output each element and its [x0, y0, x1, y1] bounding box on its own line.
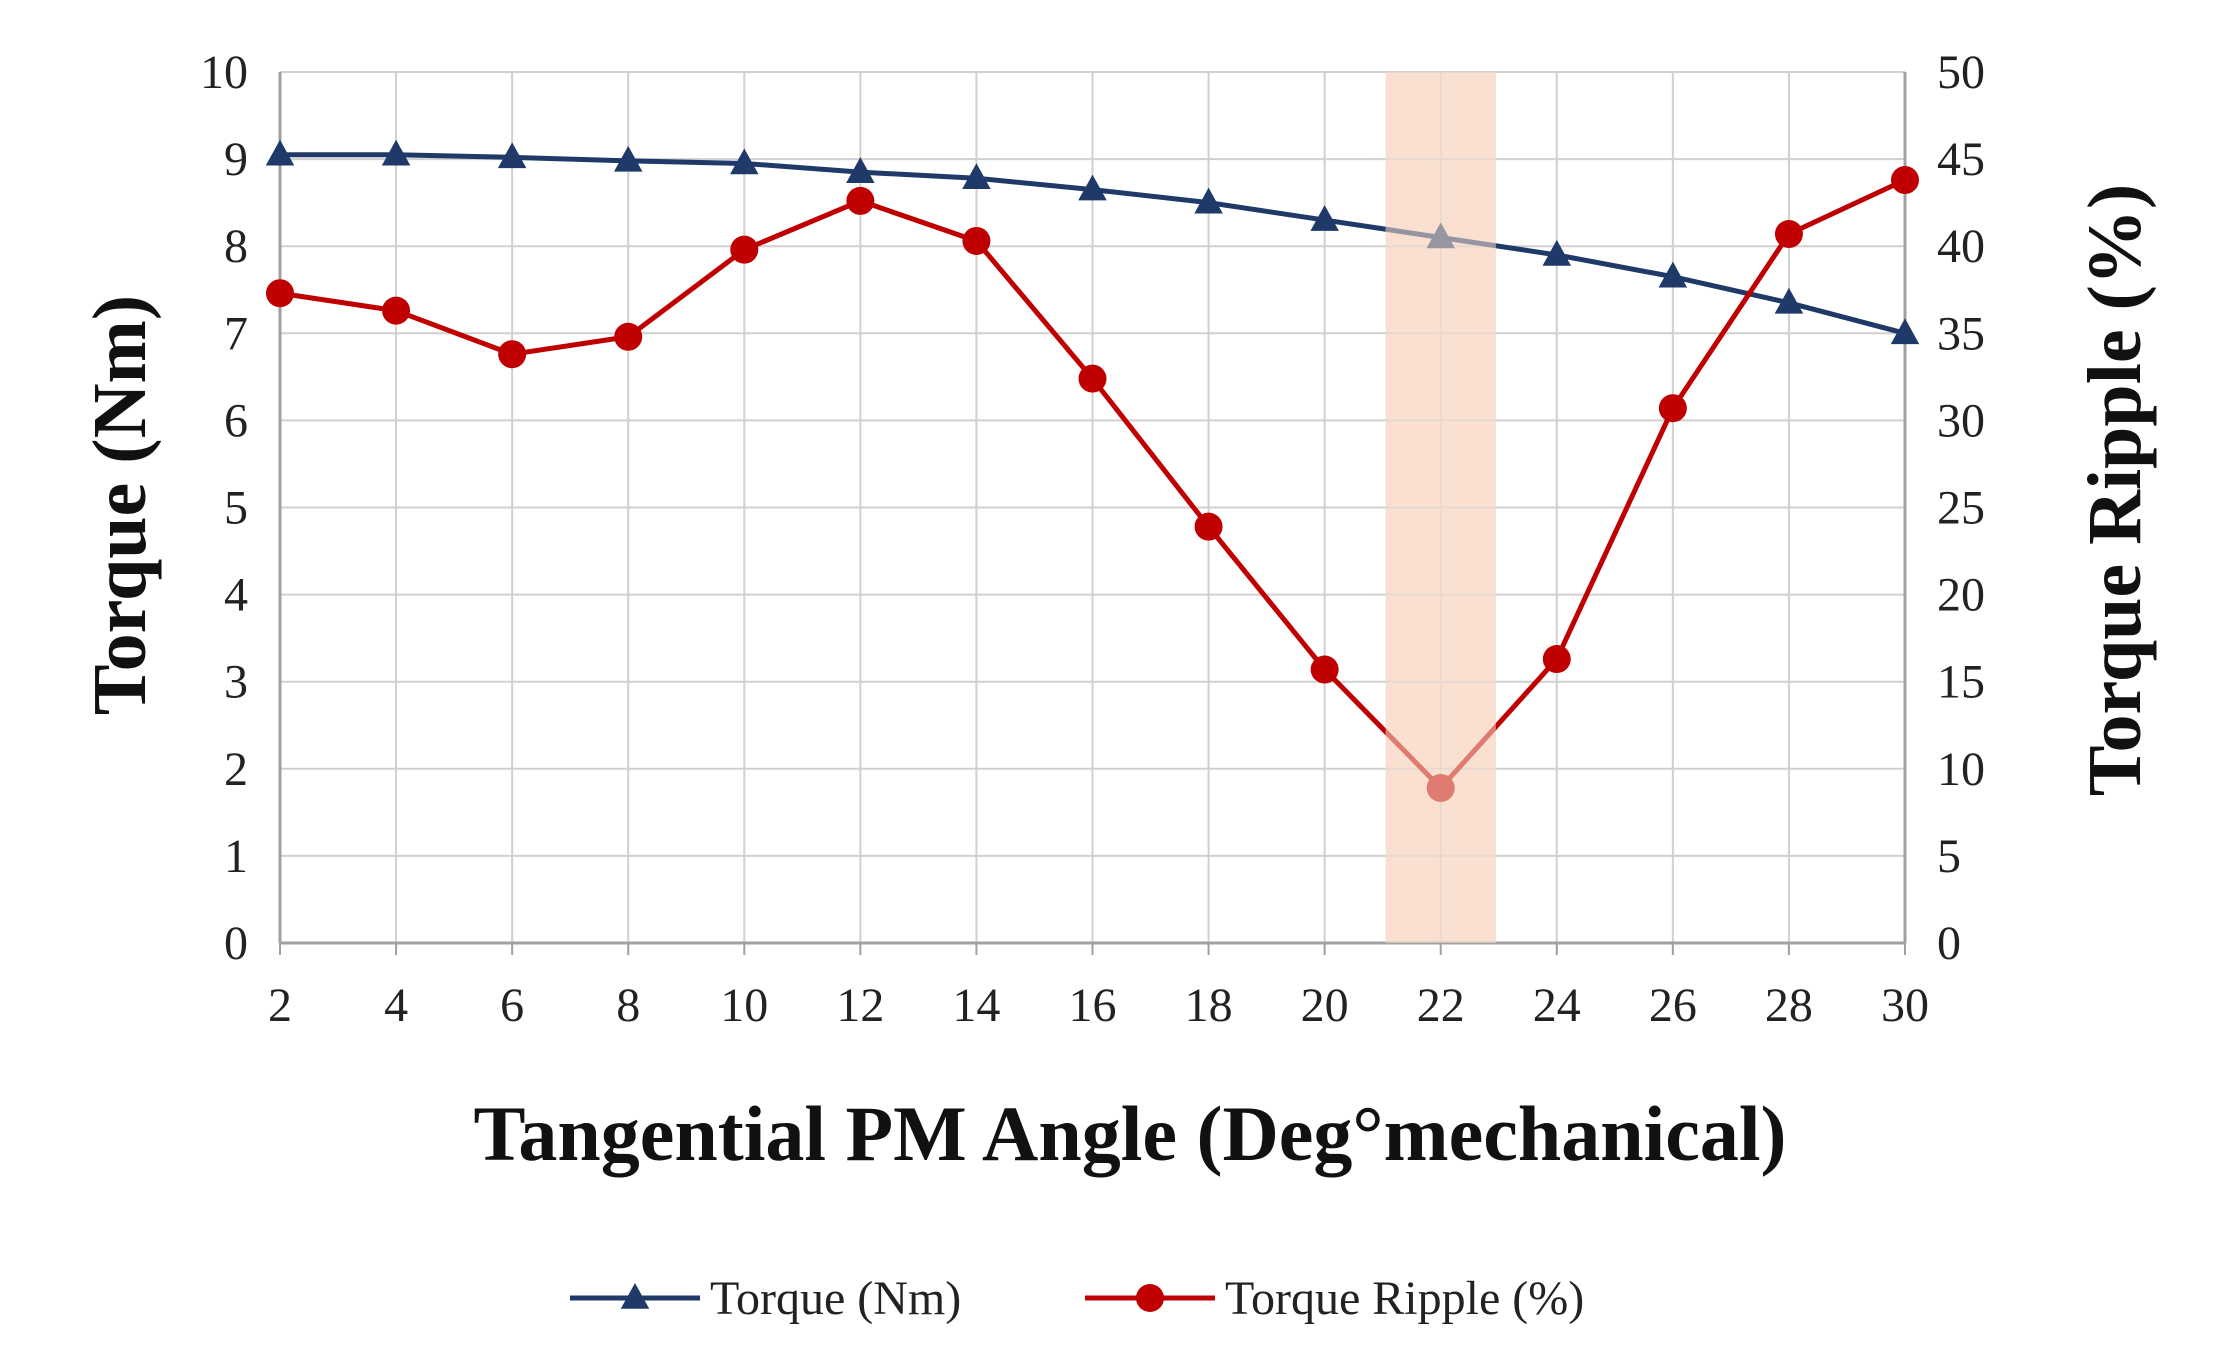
highlight-overlay-layer — [1385, 72, 1496, 943]
torque-point — [1658, 261, 1688, 288]
torque-ripple-point — [1310, 655, 1339, 684]
x-tick-label: 16 — [1069, 979, 1117, 1032]
y2-tick-label: 40 — [1937, 220, 1985, 273]
y2-tick-label: 30 — [1937, 394, 1985, 447]
torque-point — [1774, 287, 1804, 314]
x-tick-label: 18 — [1185, 979, 1233, 1032]
torque-point — [1542, 239, 1572, 266]
x-tick-label: 20 — [1301, 979, 1349, 1032]
y-tick-label: 10 — [200, 46, 248, 99]
y-tick-label: 2 — [224, 743, 248, 796]
torque-point — [497, 142, 527, 169]
torque-ripple-point — [730, 235, 759, 264]
torque-point — [1890, 318, 1920, 345]
x-tick-label: 24 — [1533, 979, 1581, 1032]
y2-tick-label: 10 — [1937, 743, 1985, 796]
y-tick-label: 6 — [224, 394, 248, 447]
torque-point — [962, 163, 991, 190]
y2-tick-label: 5 — [1937, 830, 1961, 883]
y-tick-label: 9 — [224, 133, 248, 186]
torque-ripple-point — [962, 226, 991, 255]
torque-point — [1194, 187, 1223, 214]
y-tick-label: 8 — [224, 220, 248, 273]
torque-point — [381, 139, 411, 166]
x-tick-label: 4 — [384, 979, 408, 1032]
x-tick-label: 14 — [952, 979, 1000, 1032]
torque-ripple-point — [1078, 364, 1107, 393]
x-tick-label: 6 — [500, 979, 524, 1032]
y2-tick-label: 0 — [1937, 917, 1961, 970]
torque-point — [613, 145, 643, 172]
x-tick-label: 8 — [616, 979, 640, 1032]
torque-ripple-point — [614, 322, 643, 351]
y2-tick-label: 35 — [1937, 307, 1985, 360]
y-tick-label: 3 — [224, 656, 248, 709]
y2-axis-title: Torque Ripple (%) — [2073, 184, 2157, 796]
torque-ripple-point — [498, 340, 527, 369]
y-tick-label: 5 — [224, 482, 248, 535]
x-tick-label: 30 — [1881, 979, 1929, 1032]
x-tick-label: 26 — [1649, 979, 1697, 1032]
torque-ripple-point — [1891, 166, 1919, 195]
legend-label-torque-ripple: Torque Ripple (%) — [1225, 1272, 1584, 1325]
torque-ripple-point — [266, 279, 294, 308]
y-tick-label: 1 — [224, 830, 248, 883]
y-axis-title: Torque (Nm) — [78, 295, 162, 715]
torque-point — [730, 148, 759, 175]
x-tick-label: 22 — [1417, 979, 1465, 1032]
legend-marker-circle — [1136, 1284, 1164, 1312]
x-tick-label: 28 — [1765, 979, 1813, 1032]
x-tick-label: 10 — [720, 979, 768, 1032]
legend-label-torque: Torque (Nm) — [710, 1272, 961, 1325]
gridlines — [279, 71, 1906, 944]
torque-point — [846, 157, 875, 183]
highlight-band-overlay — [1385, 72, 1496, 943]
torque-ripple-point — [1658, 394, 1687, 423]
torque-ripple-point — [1542, 645, 1571, 674]
y2-tick-label: 25 — [1937, 482, 1985, 535]
y-tick-label: 0 — [224, 917, 248, 970]
series-layer — [265, 139, 1920, 802]
torque-point — [1078, 174, 1107, 201]
y2-tick-label: 45 — [1937, 133, 1985, 186]
torque-point — [265, 139, 295, 166]
torque-ripple-point — [1194, 512, 1223, 541]
x-axis-title: Tangential PM Angle (Deg°mechanical) — [473, 1090, 1786, 1177]
torque-ripple-point — [382, 296, 411, 325]
x-tick-label: 12 — [836, 979, 884, 1032]
y2-tick-label: 20 — [1937, 569, 1985, 622]
torque-ripple-point — [1774, 220, 1803, 249]
torque-ripple-point — [846, 186, 875, 215]
legend-marker-triangle — [620, 1283, 650, 1309]
y2-tick-label: 50 — [1937, 46, 1985, 99]
y-tick-label: 4 — [224, 569, 248, 622]
legend: Torque (Nm) Torque Ripple (%) — [570, 1272, 1584, 1325]
y-tick-label: 7 — [224, 307, 248, 360]
torque-point — [1310, 205, 1339, 231]
y2-tick-label: 15 — [1937, 656, 1985, 709]
x-tick-label: 2 — [268, 979, 292, 1032]
